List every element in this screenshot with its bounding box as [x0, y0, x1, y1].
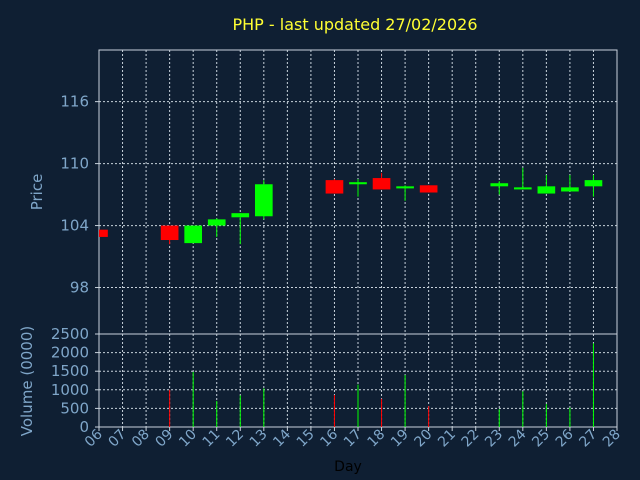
chart-title: PHP - last updated 27/02/2026: [232, 15, 477, 34]
volume-y-tick-label: 1000: [51, 381, 89, 399]
x-tick-label: 16: [317, 426, 341, 450]
candle-body: [325, 180, 344, 194]
x-tick-label: 15: [294, 427, 318, 451]
x-tick-label: 14: [270, 426, 294, 450]
volume-axis-label: Volume (0000): [18, 326, 36, 436]
x-tick-label: 20: [412, 427, 436, 451]
x-tick-label: 09: [153, 427, 177, 451]
candle-body: [513, 187, 532, 190]
candle-body: [419, 185, 438, 193]
x-tick-label: 22: [459, 427, 483, 451]
candle-body: [160, 225, 179, 241]
candle-body: [184, 225, 203, 244]
x-tick-label: 23: [482, 427, 506, 451]
x-tick-label: 17: [341, 427, 365, 451]
x-tick-label: 10: [176, 427, 200, 451]
x-tick-label: 11: [200, 427, 224, 451]
volume-y-tick-label: 500: [60, 399, 89, 417]
x-tick-label: 21: [435, 427, 459, 451]
candle-body: [561, 187, 579, 192]
candle-body: [537, 186, 556, 194]
x-tick-label: 27: [576, 427, 600, 451]
price-y-tick-label: 98: [70, 279, 89, 297]
volume-panel: Volume (0000) Day 06 07 08 09 10 11 12 13 14 15 16…: [18, 325, 624, 475]
price-panel: Price 98 104 110 116: [28, 49, 618, 335]
price-y-tick-label: 116: [60, 93, 89, 111]
x-tick-label: 28: [600, 427, 624, 451]
x-axis-label: Day: [334, 459, 362, 475]
candle-body: [231, 213, 250, 218]
x-tick-label: 25: [529, 427, 553, 451]
candle-body: [490, 183, 509, 187]
candle-body: [254, 184, 273, 217]
candle-body: [349, 182, 367, 185]
x-tick-label: 13: [247, 427, 271, 451]
x-tick-label: 24: [506, 426, 530, 450]
x-tick-label: 08: [129, 427, 153, 451]
candle-body: [372, 178, 391, 190]
price-y-tick-label: 110: [60, 155, 89, 173]
candle-body: [584, 180, 603, 187]
x-tick-label: 26: [553, 426, 577, 450]
x-tick-label: 12: [223, 427, 247, 451]
x-tick-label: 18: [364, 427, 388, 451]
candles-group: [99, 167, 603, 245]
price-axis-label: Price: [28, 174, 46, 211]
volume-y-tick-label: 2500: [51, 325, 89, 343]
candle-body: [99, 229, 108, 237]
volume-y-tick-label: 1500: [51, 362, 89, 380]
candle-body: [207, 219, 226, 226]
candle-body: [396, 186, 414, 189]
price-y-tick-label: 104: [60, 217, 89, 235]
volume-y-tick-label: 0: [79, 418, 89, 436]
x-tick-label: 07: [105, 427, 129, 451]
volume-y-tick-label: 2000: [51, 344, 89, 362]
x-tick-label: 19: [388, 427, 412, 451]
